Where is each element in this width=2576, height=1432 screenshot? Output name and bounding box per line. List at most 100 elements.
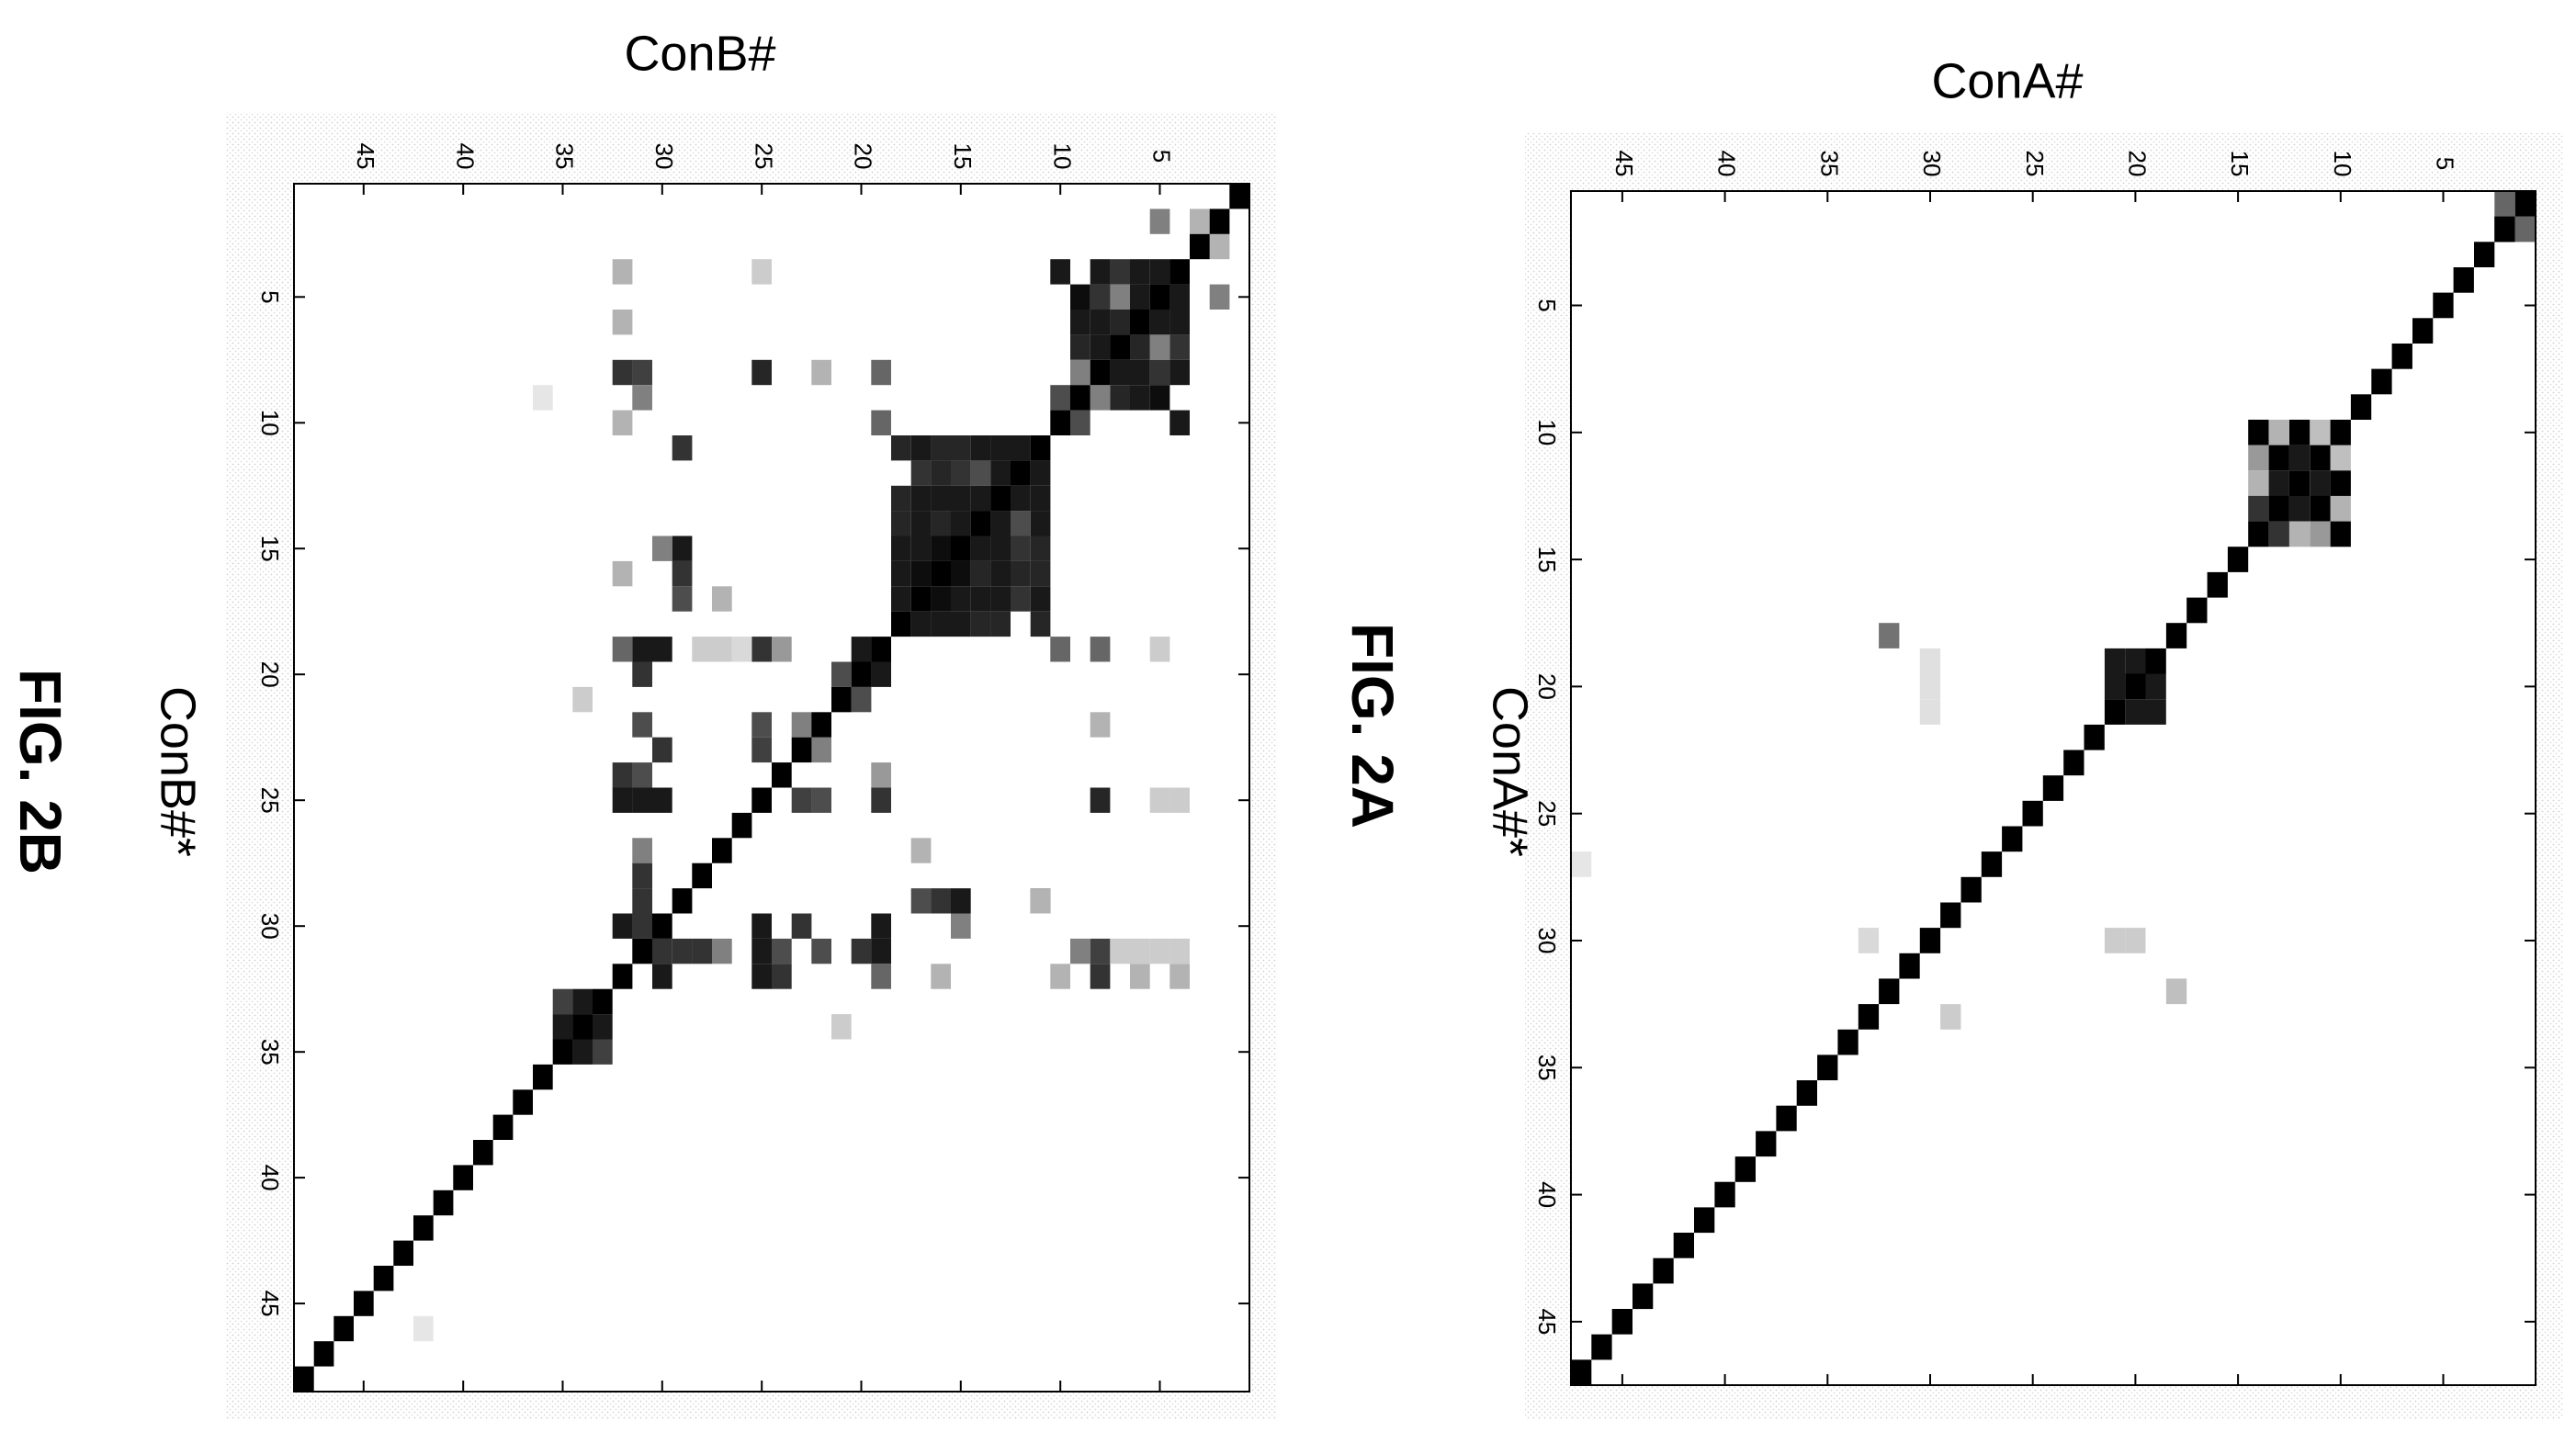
fig-2a-diagonal-cell: [1673, 1233, 1694, 1258]
fig-2b-cell: [990, 511, 1011, 536]
fig-2a-cell: [2310, 495, 2331, 522]
fig-2a-diagonal-cell: [2330, 419, 2351, 445]
fig-2b-cell: [1209, 284, 1230, 310]
fig-2b-diagonal-cell: [1169, 259, 1190, 285]
fig-2b-x-tick-label: 35: [551, 143, 579, 170]
fig-2b-y-axis-label: ConB#*: [151, 686, 206, 857]
fig-2a-cell: [2310, 470, 2331, 496]
fig-2b-cell: [990, 460, 1011, 486]
fig-2a-cell: [1571, 851, 1592, 877]
fig-2a-diagonal-cell: [1940, 902, 1961, 929]
fig-2a-cell: [2248, 470, 2269, 496]
fig-2b-cell: [1149, 637, 1170, 662]
fig-2b-diagonal-cell: [652, 913, 672, 939]
fig-2b-x-tick-label: 40: [451, 143, 479, 170]
fig-2a-cell: [2104, 673, 2126, 700]
fig-2b-cell: [572, 988, 593, 1015]
fig-2b-cell: [1169, 787, 1190, 813]
fig-2b-cell: [751, 259, 772, 285]
fig-2b-cell: [1090, 938, 1111, 964]
fig-2b-cell: [413, 1315, 434, 1342]
fig-2a-cell: [1919, 699, 1941, 725]
fig-2b-cell: [871, 938, 891, 964]
fig-2b-cell: [612, 560, 633, 587]
fig-2b-cell: [990, 536, 1011, 561]
fig-2b-diagonal-cell: [294, 1366, 314, 1392]
fig-2b-cell: [1130, 334, 1150, 360]
fig-2a-cell: [2145, 699, 2166, 725]
fig-2b-cell: [951, 560, 971, 587]
figure-caption-2b: FIG. 2B: [7, 669, 73, 874]
fig-2a-diagonal-cell: [2002, 826, 2023, 852]
fig-2b-diagonal-cell: [1011, 460, 1031, 486]
fig-2b-cell: [712, 586, 732, 612]
fig-2b-cell: [910, 536, 932, 561]
fig-2b-cell: [1011, 511, 1031, 536]
fig-2b-x-tick-label: 10: [1048, 143, 1076, 170]
fig-2a-y-axis-label: ConA#*: [1483, 686, 1538, 857]
fig-2b-cell: [712, 938, 732, 964]
fig-2b-cell: [612, 259, 633, 285]
fig-2b-cell: [1070, 334, 1090, 360]
fig-2a-diagonal-cell: [2207, 571, 2228, 598]
fig-2b-cell: [652, 737, 672, 763]
fig-2b-ticks: 5 10 15 20 25 30 35 40 45 5 10 15 20 25 30 35 40 45: [256, 143, 1249, 1392]
fig-2b-cell: [1110, 310, 1130, 335]
fig-2b-diagonal-cell: [373, 1266, 394, 1291]
fig-2b-cell: [1149, 209, 1170, 234]
fig-2b-diagonal-cell: [951, 536, 971, 561]
fig-2b-cell: [612, 637, 633, 662]
fig-2b-cell: [910, 838, 932, 863]
fig-2b-cell: [612, 410, 633, 435]
fig-2b-cell: [652, 964, 672, 989]
fig-2a-diagonal-cell: [1611, 1309, 1633, 1335]
fig-2a-cell: [2248, 445, 2269, 471]
fig-2b-cell: [891, 536, 911, 561]
fig-2a-diagonal-cell: [1919, 928, 1941, 953]
fig-2b-diagonal-cell: [851, 661, 872, 687]
fig-2b-diagonal-cell: [552, 1039, 573, 1065]
fig-2b-cell: [612, 359, 633, 386]
fig-2b-diagonal-cell: [313, 1341, 334, 1367]
fig-2b-cell: [910, 888, 932, 914]
fig-2b-cell: [1070, 359, 1090, 386]
fig-2b-cell: [632, 863, 652, 889]
fig-2a-diagonal-cell: [2145, 648, 2166, 674]
fig-2b-diagonal-cell: [572, 1014, 593, 1040]
fig-2b-y-tick-label: 20: [256, 661, 284, 688]
fig-2b-cell: [672, 536, 693, 561]
fig-2b-cell: [931, 485, 951, 512]
fig-2b-cell: [1169, 410, 1190, 435]
fig-2b-cell: [652, 637, 672, 662]
fig-2b-cell: [891, 511, 911, 536]
fig-2b-cell: [871, 762, 891, 788]
fig-2a-diagonal-cell: [1571, 1359, 1592, 1385]
fig-2b-diagonal-cell: [492, 1114, 514, 1140]
fig-2a-y-tick-label: 30: [1533, 928, 1561, 954]
fig-2b-diagonal-cell: [831, 686, 852, 713]
fig-2a-diagonal-cell: [2022, 800, 2043, 827]
fig-2b-diagonal-cell: [1130, 310, 1150, 335]
fig-2b-cell: [672, 560, 693, 587]
fig-2b-cell: [871, 787, 891, 813]
fig-2b-cell: [990, 560, 1011, 587]
fig-2b-cell: [1090, 712, 1111, 738]
fig-2a-diagonal-cell: [2165, 623, 2187, 648]
fig-2b-cell: [672, 938, 693, 964]
fig-2b-cell: [751, 913, 772, 939]
fig-2a-x-tick-label: 45: [1610, 151, 1638, 177]
fig-2b-cell: [1090, 385, 1111, 411]
fig-2b-y-tick-label: 40: [256, 1165, 284, 1191]
fig-2b-cell: [871, 359, 891, 386]
fig-2b-cell: [910, 485, 932, 512]
fig-2a-diagonal-cell: [1714, 1181, 1735, 1208]
fig-2b-cell: [1149, 310, 1170, 335]
fig-2b-cell: [1090, 334, 1111, 360]
fig-2b-diagonal-cell: [1090, 359, 1111, 386]
fig-2b-diagonal-cell: [672, 888, 693, 914]
fig-2b-cell: [1070, 938, 1090, 964]
fig-2b-cell: [1090, 310, 1111, 335]
fig-2a-diagonal-cell: [2412, 318, 2434, 344]
fig-2a-diagonal-cell: [2433, 292, 2454, 319]
fig-2b-cell: [751, 737, 772, 763]
